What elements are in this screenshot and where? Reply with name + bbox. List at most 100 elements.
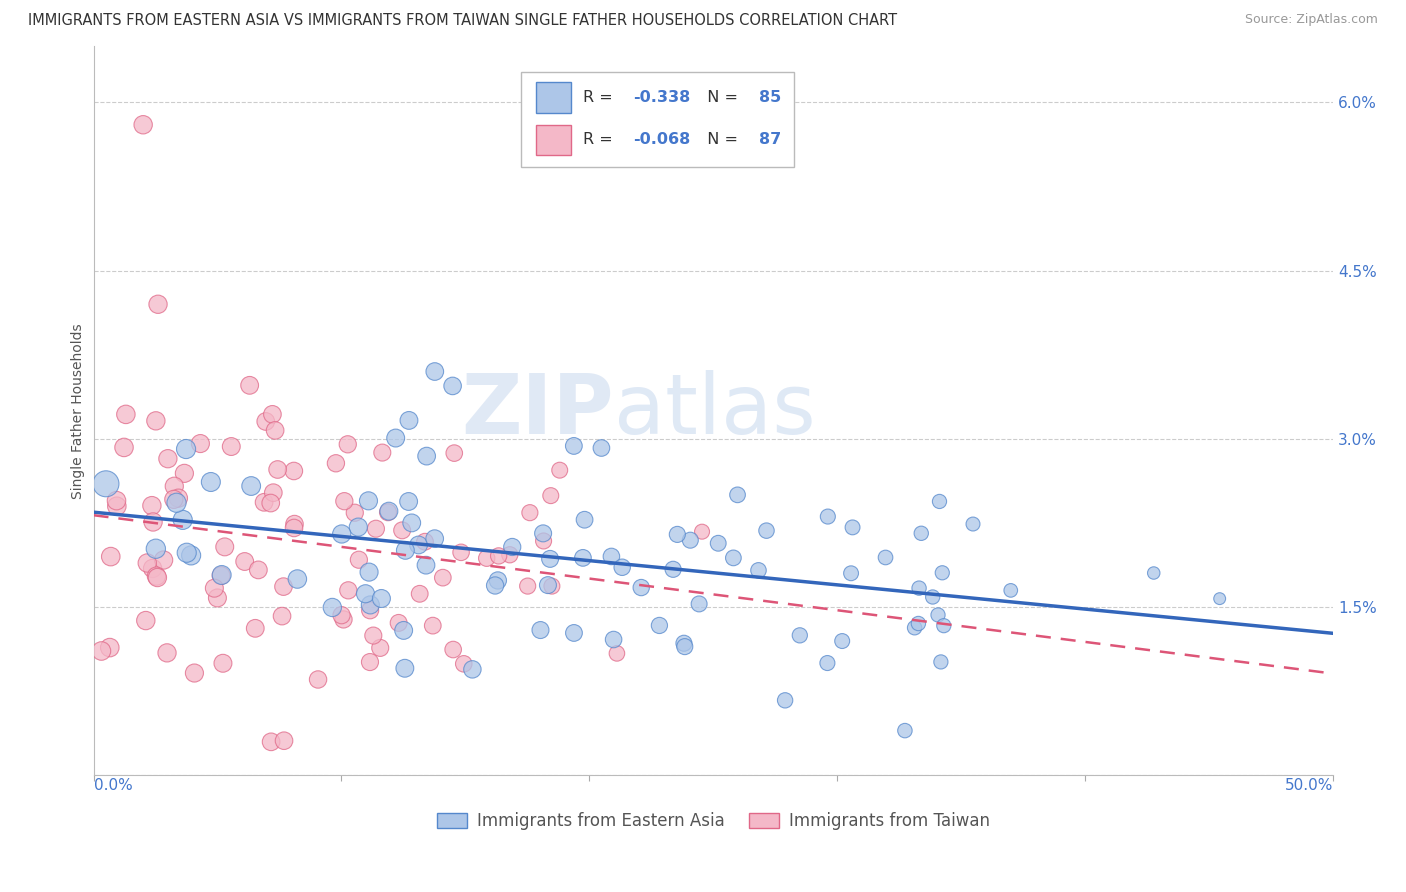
Point: [347, 552, 370, 566]
Point: [548, 463, 571, 477]
Point: [537, 578, 560, 592]
Point: [145, 541, 167, 556]
Point: [690, 524, 713, 539]
Point: [336, 437, 359, 451]
Point: [519, 506, 541, 520]
Point: [371, 445, 394, 459]
Point: [136, 556, 159, 570]
FancyBboxPatch shape: [536, 82, 571, 112]
Point: [921, 590, 943, 604]
Point: [723, 550, 745, 565]
Point: [378, 504, 401, 518]
Point: [321, 600, 343, 615]
Point: [499, 548, 522, 562]
Point: [332, 612, 354, 626]
Point: [262, 408, 284, 422]
Point: [359, 603, 381, 617]
Point: [211, 568, 233, 582]
Point: [363, 629, 385, 643]
Point: [266, 462, 288, 476]
Point: [630, 581, 652, 595]
Point: [105, 499, 128, 513]
Point: [666, 527, 689, 541]
Point: [484, 578, 506, 592]
Point: [173, 467, 195, 481]
Point: [207, 591, 229, 605]
Point: [180, 549, 202, 563]
Point: [441, 642, 464, 657]
Point: [359, 598, 381, 612]
Point: [453, 657, 475, 671]
Point: [239, 378, 262, 392]
Point: [98, 640, 121, 655]
Text: -0.068: -0.068: [633, 132, 690, 147]
Point: [354, 587, 377, 601]
Point: [156, 451, 179, 466]
Point: [370, 591, 392, 606]
Point: [894, 723, 917, 738]
Point: [145, 569, 167, 583]
Point: [90, 644, 112, 658]
Point: [368, 640, 391, 655]
Point: [364, 522, 387, 536]
Point: [167, 491, 190, 505]
Point: [398, 413, 420, 427]
Point: [707, 536, 730, 550]
Point: [183, 666, 205, 681]
Point: [384, 431, 406, 445]
Legend: Immigrants from Eastern Asia, Immigrants from Taiwan: Immigrants from Eastern Asia, Immigrants…: [430, 805, 997, 837]
Point: [531, 526, 554, 541]
Point: [262, 485, 284, 500]
Point: [591, 441, 613, 455]
Point: [100, 549, 122, 564]
Point: [409, 587, 432, 601]
Point: [602, 632, 624, 647]
Point: [200, 475, 222, 489]
Point: [450, 545, 472, 559]
Y-axis label: Single Father Households: Single Father Households: [72, 323, 86, 499]
Point: [343, 506, 366, 520]
Point: [789, 628, 811, 642]
Point: [132, 118, 155, 132]
Point: [755, 524, 778, 538]
Point: [662, 562, 685, 576]
Point: [264, 424, 287, 438]
FancyBboxPatch shape: [522, 71, 794, 167]
Point: [540, 489, 562, 503]
Point: [398, 494, 420, 508]
Text: N =: N =: [697, 90, 744, 104]
Point: [501, 540, 523, 554]
Point: [214, 540, 236, 554]
Point: [392, 624, 415, 638]
Point: [931, 566, 953, 580]
Point: [273, 733, 295, 747]
Point: [115, 408, 138, 422]
Point: [541, 579, 564, 593]
Point: [486, 574, 509, 588]
Point: [932, 618, 955, 632]
Point: [156, 646, 179, 660]
Point: [152, 553, 174, 567]
Point: [928, 494, 950, 508]
Point: [212, 657, 235, 671]
Point: [330, 608, 353, 623]
Point: [747, 563, 769, 577]
Point: [606, 647, 628, 661]
Point: [357, 493, 380, 508]
Point: [529, 623, 551, 637]
Point: [283, 464, 305, 478]
Point: [245, 621, 267, 635]
Point: [907, 616, 929, 631]
Point: [240, 479, 263, 493]
Point: [574, 513, 596, 527]
Point: [271, 609, 294, 624]
Text: ZIP: ZIP: [461, 370, 614, 451]
Point: [359, 655, 381, 669]
Point: [260, 496, 283, 510]
Point: [283, 521, 305, 535]
Point: [831, 634, 853, 648]
Point: [163, 492, 186, 507]
Point: [672, 636, 695, 650]
Point: [190, 436, 212, 450]
Point: [388, 615, 411, 630]
